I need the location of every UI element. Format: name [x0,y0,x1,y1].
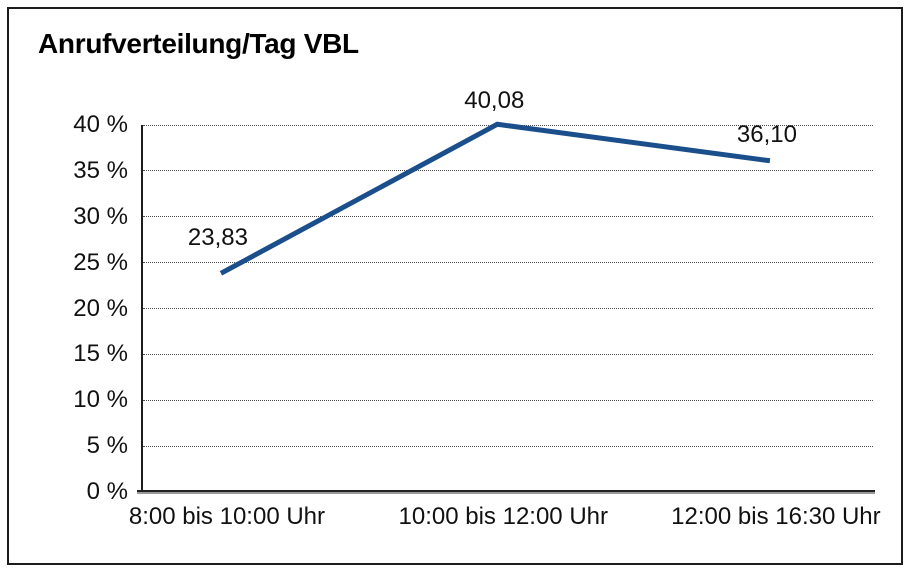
y-tick-label: 20 % [73,294,128,322]
y-tick-label: 25 % [73,248,128,276]
chart-border-frame [7,7,903,565]
gridline [143,262,873,264]
data-point-label: 36,10 [736,120,797,148]
y-tick-label: 35 % [73,156,128,184]
x-axis-line [137,490,875,492]
y-tick-label: 10 % [73,386,128,414]
y-tick-label: 15 % [73,340,128,368]
y-axis-line [141,125,143,492]
y-tick-label: 30 % [73,202,128,230]
y-tick-label: 0 % [86,478,128,505]
y-tick-label: 40 % [73,111,128,138]
x-category-label: 12:00 bis 16:30 Uhr [671,503,881,530]
gridline [143,399,873,401]
gridline [143,216,873,218]
gridline [143,170,873,172]
y-tick-label: 5 % [86,432,128,460]
data-point-label: 40,08 [464,87,525,115]
x-category-label: 8:00 bis 10:00 Uhr [128,503,325,530]
data-point-label: 23,83 [187,224,248,252]
x-category-label: 10:00 bis 12:00 Uhr [398,503,608,530]
gridline [143,308,873,309]
chart-title: Anrufverteilung/Tag VBL [38,28,359,59]
gridline [143,445,873,447]
x-axis-shadow-line [137,492,875,494]
gridline [143,353,873,355]
